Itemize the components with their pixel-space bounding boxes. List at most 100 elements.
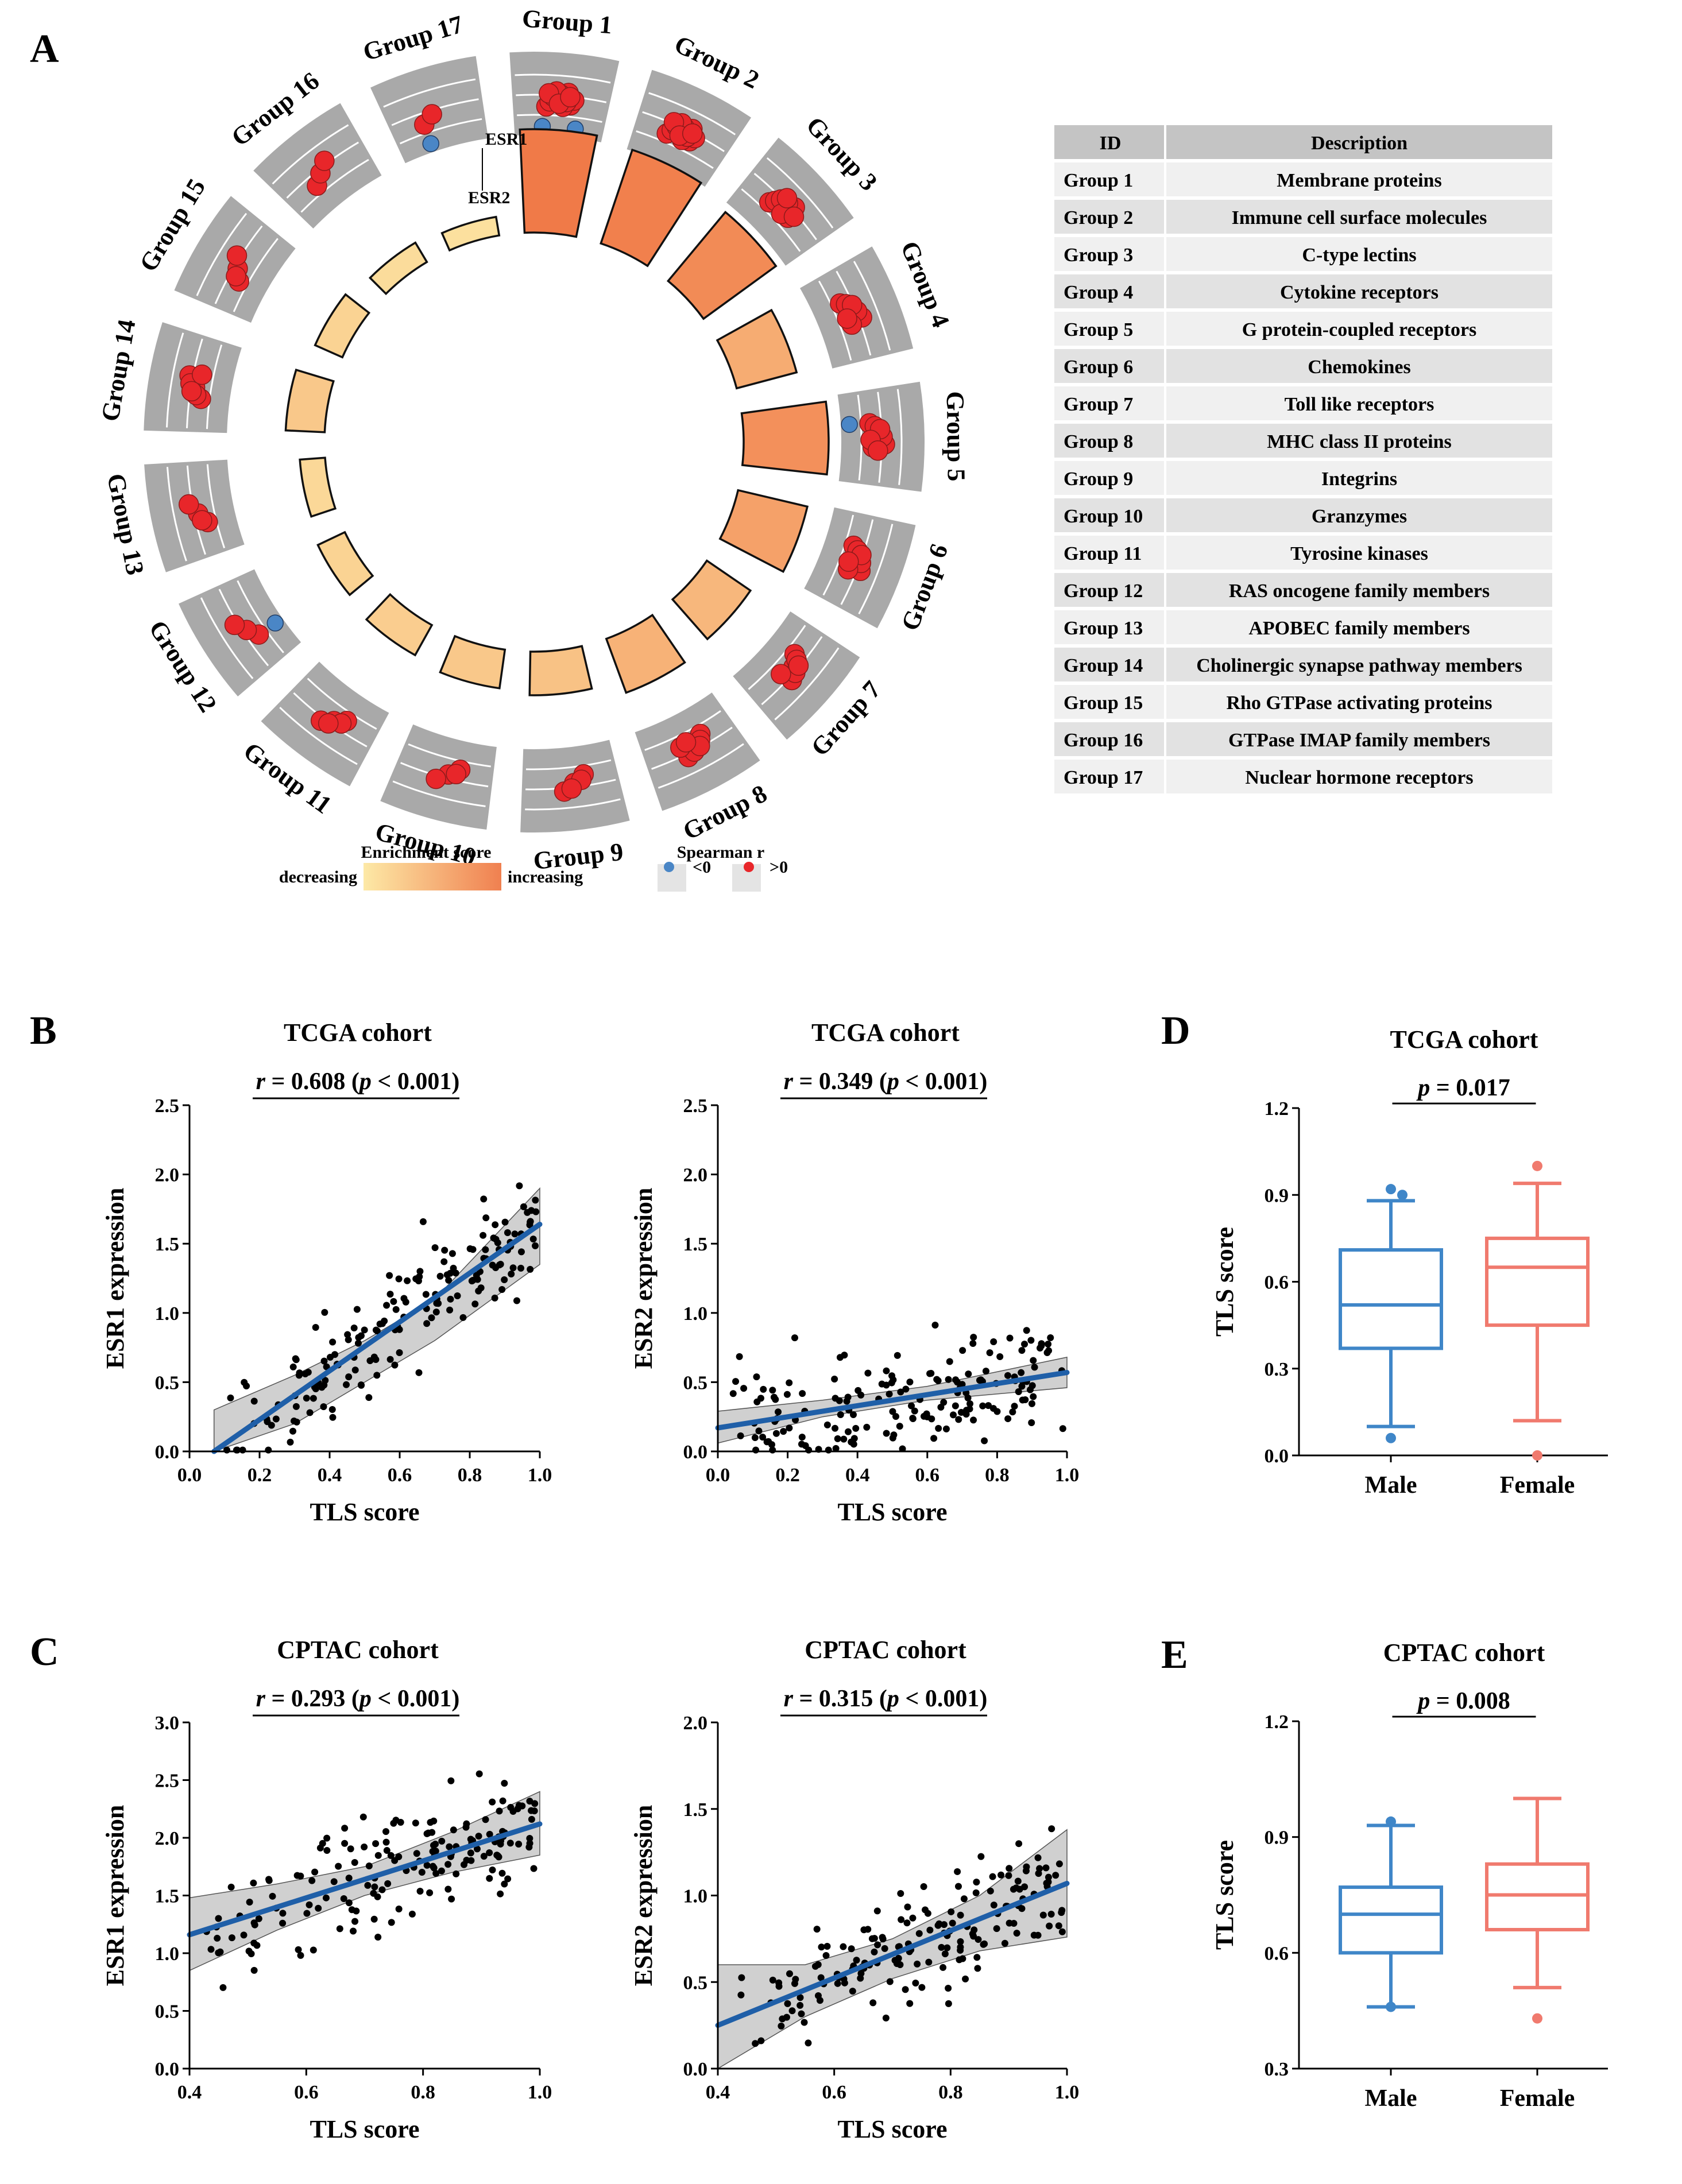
y-tick-label: 1.5 bbox=[155, 1234, 180, 1255]
scatter-point bbox=[353, 1306, 361, 1313]
scatter-point bbox=[1006, 1334, 1014, 1342]
scatter-point bbox=[475, 1833, 482, 1840]
scatter-point bbox=[480, 1853, 488, 1860]
circos-track-line bbox=[408, 743, 491, 768]
scatter-point bbox=[879, 1934, 886, 1941]
scatter-point bbox=[345, 1875, 353, 1882]
scatter-point bbox=[949, 1919, 956, 1927]
circos-enrichment-bar bbox=[519, 128, 598, 238]
scatter-point bbox=[459, 1314, 467, 1321]
scatter-point bbox=[326, 1354, 334, 1361]
table-row-id: Group 8 bbox=[1064, 431, 1133, 452]
table-id-cell bbox=[1054, 685, 1164, 719]
x-tick-label: 0.4 bbox=[318, 1465, 342, 1486]
circos-enrichment-bar bbox=[439, 634, 506, 690]
scatter-point bbox=[763, 1438, 771, 1446]
scatter-point bbox=[265, 1876, 273, 1883]
table-row-description: Membrane proteins bbox=[1277, 170, 1441, 191]
scatter-point bbox=[938, 1943, 945, 1951]
scatter-point bbox=[279, 1910, 287, 1917]
scatter-point bbox=[248, 1950, 255, 1958]
scatter-point bbox=[981, 1437, 988, 1445]
circos-gene-dot-negative bbox=[841, 416, 858, 433]
scatter-point bbox=[404, 1277, 411, 1284]
scatter-point bbox=[345, 1373, 353, 1381]
scatter-point bbox=[798, 2010, 805, 2018]
y-tick-label: 0.5 bbox=[155, 2001, 180, 2023]
box-iqr bbox=[1485, 1236, 1590, 1327]
scatter-point bbox=[796, 1994, 804, 2001]
scatter-point bbox=[528, 1807, 535, 1814]
y-tick-label: 2.0 bbox=[155, 1165, 180, 1186]
scatter-point bbox=[840, 1435, 848, 1443]
circos-track-line bbox=[896, 389, 903, 485]
scatter-point bbox=[501, 1780, 508, 1787]
regression-line bbox=[715, 1370, 1070, 1431]
category-label: Female bbox=[1500, 2085, 1575, 2112]
circos-track-line bbox=[515, 73, 611, 84]
scatter-point bbox=[985, 1402, 992, 1409]
scatter-point bbox=[509, 1264, 517, 1272]
scatter-point bbox=[1055, 1860, 1063, 1868]
circos-gene-dot-positive bbox=[838, 551, 859, 572]
scatter-point bbox=[357, 1332, 365, 1339]
scatter-point bbox=[817, 1974, 825, 1981]
circos-track-line bbox=[774, 647, 840, 721]
scatter-point bbox=[493, 1852, 501, 1859]
scatter-point bbox=[969, 1340, 977, 1347]
scatter-point bbox=[1031, 1364, 1038, 1371]
scatter-point bbox=[757, 2037, 765, 2044]
scatter-point bbox=[531, 1800, 539, 1807]
spearman-neg-dot bbox=[664, 862, 674, 872]
chart-title: CPTAC cohort bbox=[805, 1636, 966, 1664]
scatter-point bbox=[530, 1865, 538, 1872]
scatter-point bbox=[312, 1385, 319, 1393]
scatter-point bbox=[528, 1815, 535, 1823]
scatter-point bbox=[486, 1875, 493, 1882]
circos-gene-dot-positive bbox=[783, 206, 805, 227]
chart-tcga-esr2: 0.0 0.5 1.0 1.5 2.0 2.5 0.0 0.2 0.4 0.6 0.8 1.0 TLS … bbox=[629, 1019, 1079, 1526]
scatter-point bbox=[482, 1246, 489, 1253]
table-row-id: Group 3 bbox=[1064, 245, 1133, 266]
table-id-cell bbox=[1054, 162, 1164, 196]
circos-gene-dot-positive bbox=[771, 664, 791, 684]
scatter-point bbox=[316, 1844, 324, 1852]
scatter-point bbox=[428, 1314, 435, 1322]
scatter-point bbox=[752, 1446, 760, 1454]
y-tick-label: 0.5 bbox=[683, 1372, 708, 1393]
circos-enrichment-bar bbox=[314, 293, 371, 359]
scatter-point bbox=[882, 2014, 890, 2022]
scatter-point bbox=[941, 1950, 949, 1958]
scatter-point bbox=[791, 1980, 798, 1987]
circos-enrichment-bar bbox=[528, 645, 593, 696]
scatter-point bbox=[320, 1357, 328, 1365]
scatter-point bbox=[769, 1976, 776, 1984]
scatter-point bbox=[265, 1446, 272, 1454]
scatter-point bbox=[942, 1425, 950, 1432]
circos-track-line bbox=[748, 625, 806, 690]
scatter-point bbox=[303, 1395, 310, 1402]
circos-enrichment-bar bbox=[740, 400, 830, 476]
category-label: Female bbox=[1500, 1472, 1575, 1498]
scatter-point bbox=[289, 1363, 297, 1370]
table-row-id: Group 13 bbox=[1064, 618, 1143, 639]
scatter-point bbox=[532, 1242, 539, 1249]
outlier-point bbox=[1397, 1190, 1408, 1201]
scatter-point bbox=[365, 1394, 373, 1401]
y-tick-label: 1.5 bbox=[683, 1234, 708, 1255]
scatter-point bbox=[1052, 1872, 1060, 1879]
scatter-point bbox=[1058, 1928, 1066, 1935]
table-desc-cell bbox=[1166, 722, 1552, 756]
scatter-point bbox=[517, 1264, 525, 1272]
scatter-point bbox=[784, 2000, 791, 2007]
scatter-point bbox=[962, 1411, 970, 1418]
scatter-point bbox=[322, 1894, 330, 1902]
table-row-id: Group 16 bbox=[1064, 730, 1143, 751]
scatter-point bbox=[506, 1840, 514, 1847]
scatter-point bbox=[423, 1861, 431, 1869]
scatter-point bbox=[1006, 1919, 1013, 1927]
scatter-point bbox=[957, 1943, 964, 1951]
scatter-point bbox=[959, 1347, 966, 1354]
table-desc-cell bbox=[1166, 162, 1552, 196]
scatter-point bbox=[979, 1402, 987, 1409]
